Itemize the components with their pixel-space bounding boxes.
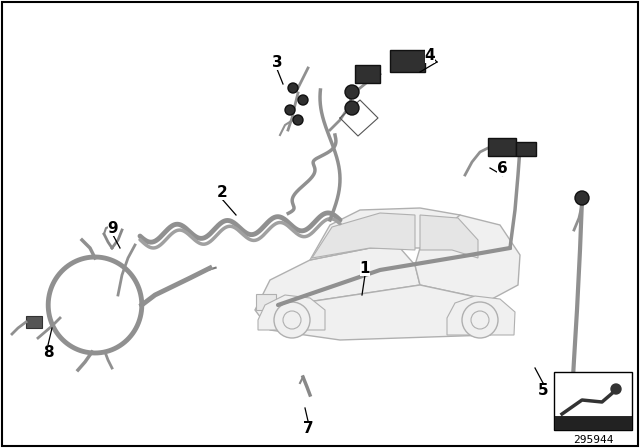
Text: 9: 9 — [108, 220, 118, 236]
Circle shape — [462, 302, 498, 338]
Text: 6: 6 — [497, 160, 508, 176]
Circle shape — [288, 83, 298, 93]
Text: 2: 2 — [216, 185, 227, 199]
Polygon shape — [255, 285, 510, 340]
Text: 295944: 295944 — [573, 435, 613, 445]
Bar — [256, 294, 276, 310]
Circle shape — [471, 311, 489, 329]
Polygon shape — [415, 215, 520, 300]
Circle shape — [285, 105, 295, 115]
Polygon shape — [258, 295, 325, 330]
Circle shape — [274, 302, 310, 338]
Bar — [26, 316, 42, 328]
Circle shape — [345, 101, 359, 115]
Text: 5: 5 — [538, 383, 548, 397]
Bar — [554, 372, 632, 430]
Bar — [554, 416, 632, 430]
Circle shape — [293, 115, 303, 125]
Polygon shape — [312, 213, 415, 258]
Circle shape — [298, 95, 308, 105]
Text: 1: 1 — [360, 260, 371, 276]
Polygon shape — [255, 248, 420, 310]
Circle shape — [345, 85, 359, 99]
Text: 8: 8 — [43, 345, 53, 359]
Polygon shape — [420, 215, 478, 258]
Text: 7: 7 — [303, 421, 314, 435]
Circle shape — [611, 384, 621, 394]
Bar — [390, 50, 425, 72]
Text: 4: 4 — [425, 47, 435, 63]
Bar — [516, 142, 536, 156]
Circle shape — [283, 311, 301, 329]
Polygon shape — [447, 296, 515, 335]
Circle shape — [575, 191, 589, 205]
Polygon shape — [310, 208, 480, 260]
Bar — [488, 138, 516, 156]
Bar — [355, 65, 380, 83]
Circle shape — [563, 387, 579, 403]
Text: 3: 3 — [272, 55, 282, 69]
